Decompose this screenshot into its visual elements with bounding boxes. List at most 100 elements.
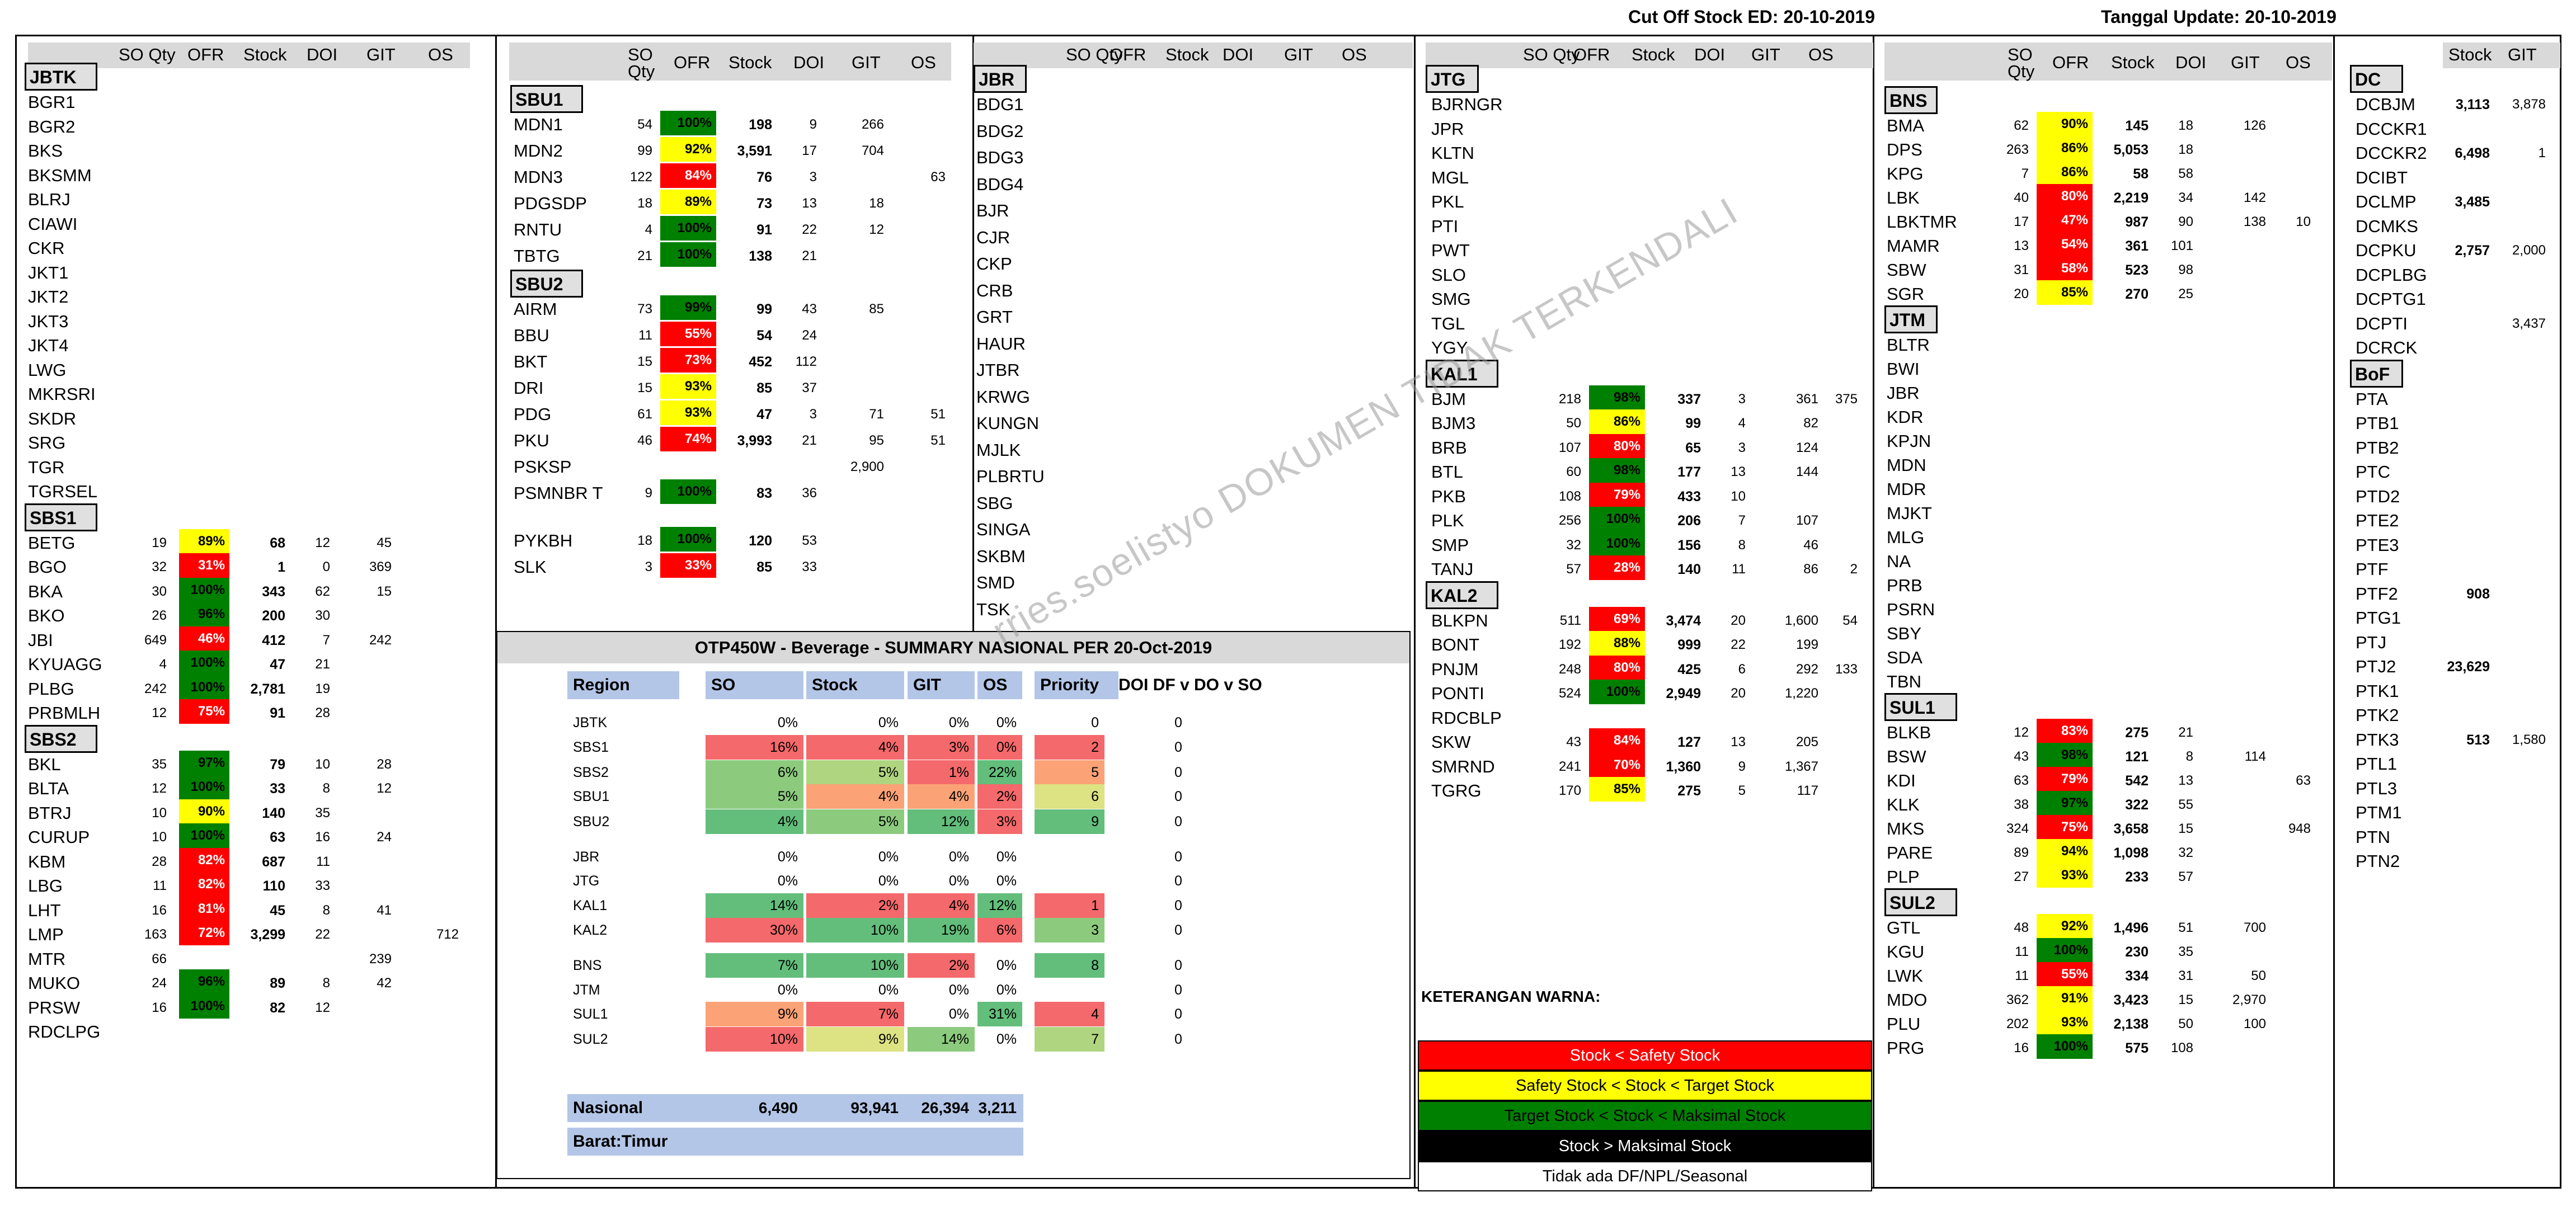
ofr-cell: 58% xyxy=(2037,256,2093,281)
doi-cell: 7 xyxy=(322,632,330,648)
stock-cell: 145 xyxy=(2125,118,2149,134)
so-qty-cell: 89 xyxy=(2014,845,2029,860)
doi-cell: 13 xyxy=(2178,773,2193,788)
summary-region: SBU2 xyxy=(573,814,610,830)
so-qty-cell: 61 xyxy=(637,407,652,422)
so-qty-cell: 32 xyxy=(1566,537,1581,553)
git-cell: 28 xyxy=(377,756,392,772)
summary-os-cell: 0% xyxy=(996,1031,1017,1047)
ofr-cell: 100% xyxy=(660,242,716,267)
summary-region: JTG xyxy=(573,873,600,889)
column-header: SO Qty OFR Stock DOI GIT OS xyxy=(28,43,470,68)
os-header: OS xyxy=(1342,45,1367,64)
ofr-cell: 100% xyxy=(179,577,229,602)
stock-cell: 121 xyxy=(2125,749,2149,765)
so-qty-cell: 35 xyxy=(152,756,167,772)
doi-cell: 11 xyxy=(316,854,330,869)
stock-header: Stock xyxy=(2111,53,2155,72)
ofr-cell: 55% xyxy=(2037,962,2093,987)
branch-name: PDGSDP xyxy=(514,194,587,213)
doi-cell: 5 xyxy=(1738,783,1746,798)
stock-cell: 5,053 xyxy=(2113,142,2149,158)
stock-cell: 206 xyxy=(1677,513,1701,529)
summary-so-cell: 6% xyxy=(706,760,803,785)
branch-name: PLBG xyxy=(28,678,74,699)
summary-git-cell: 3% xyxy=(908,735,975,760)
region-header-kal2: KAL2 xyxy=(1426,581,1498,609)
summary-region: JTM xyxy=(573,982,600,998)
stock-header: Stock xyxy=(1165,45,1209,64)
git-cell: 82 xyxy=(1803,416,1818,431)
summary-doi-cell: 0 xyxy=(1174,739,1182,755)
branch-name: PNJM xyxy=(1431,659,1479,679)
branch-name: KUNGN xyxy=(976,413,1039,433)
region-header-sul1: SUL1 xyxy=(1884,693,1957,721)
stock-cell: 425 xyxy=(1677,661,1701,677)
so-qty-cell: 11 xyxy=(638,328,652,343)
git-cell: 292 xyxy=(1795,661,1818,677)
branch-name: DCPLBG xyxy=(2356,265,2427,285)
doi-cell: 43 xyxy=(802,301,817,317)
git-cell: 18 xyxy=(869,196,884,211)
ofr-cell: 86% xyxy=(2037,136,2093,161)
summary-prio-cell: 6 xyxy=(1035,784,1104,809)
branch-name: BKT xyxy=(514,352,548,371)
ofr-cell: 93% xyxy=(660,400,716,425)
branch-name: PSRN xyxy=(1887,600,1935,619)
summary-prio-cell: 8 xyxy=(1035,953,1104,978)
branch-name: RDCLPG xyxy=(28,1022,101,1042)
git-header: GIT xyxy=(2508,45,2537,64)
so-qty-cell: 32 xyxy=(152,559,167,574)
branch-name: KPJN xyxy=(1887,431,1931,451)
branch-name: SKW xyxy=(1431,732,1471,752)
ofr-cell: 100% xyxy=(2037,938,2093,963)
so-qty-header: SO Qty xyxy=(119,45,176,64)
branch-name: KDI xyxy=(1887,771,1916,790)
so-qty-cell: 21 xyxy=(637,248,652,263)
branch-name: LWK xyxy=(1887,966,1923,986)
branch-name: SMRND xyxy=(1431,756,1495,776)
git-cell: 12 xyxy=(377,781,392,796)
legend-item: Safety Stock < Stock < Target Stock xyxy=(1418,1071,1872,1101)
so-qty-cell: 511 xyxy=(1559,612,1581,628)
stock-cell: 198 xyxy=(749,117,772,133)
divider-5 xyxy=(2333,35,2335,1189)
summary-git-cell: 0% xyxy=(948,1006,969,1022)
branch-name: DCBJM xyxy=(2356,95,2415,114)
so-qty-cell: 73 xyxy=(637,301,652,317)
ofr-cell: 100% xyxy=(1589,680,1645,704)
update-date: Tanggal Update: 20-10-2019 xyxy=(2101,7,2337,27)
summary-os-cell: 2% xyxy=(977,784,1022,809)
nasional-so: 6,490 xyxy=(758,1099,798,1116)
summary-so-cell: 7% xyxy=(706,953,803,978)
stock-cell: 270 xyxy=(2125,286,2149,302)
ofr-cell: 69% xyxy=(1589,606,1645,632)
ofr-cell: 88% xyxy=(1589,631,1645,656)
nasional-label: Nasional xyxy=(573,1099,643,1117)
branch-name: TBN xyxy=(1887,672,1921,691)
doi-cell: 58 xyxy=(2178,166,2193,181)
summary-prio-cell: 1 xyxy=(1035,893,1104,918)
summary-prio-cell xyxy=(1035,978,1104,1002)
ofr-cell: 91% xyxy=(2037,986,2093,1011)
ofr-cell: 89% xyxy=(660,190,716,214)
so-qty-cell: 15 xyxy=(637,354,652,369)
branch-name: PKL xyxy=(1431,192,1464,211)
branch-name: MUKO xyxy=(28,973,80,993)
branch-name: BWI xyxy=(1887,359,1920,379)
branch-name: PSKSP xyxy=(514,457,572,477)
branch-name: KGU xyxy=(1887,942,1925,962)
git-cell: 95 xyxy=(869,433,884,448)
branch-name: CKP xyxy=(976,254,1012,274)
os-header: OS xyxy=(1808,45,1834,64)
summary-prio-cell: 4 xyxy=(1035,1002,1104,1026)
stock-cell: 47 xyxy=(270,657,285,672)
summary-region: SUL2 xyxy=(573,1031,608,1047)
branch-name: PTA xyxy=(2356,389,2388,409)
summary-doi-cell: 0 xyxy=(1174,789,1182,804)
summary-git-cell: 0% xyxy=(948,849,969,865)
branch-name: PTE3 xyxy=(2356,535,2399,555)
ofr-cell: 54% xyxy=(2037,232,2093,257)
stock-cell: 79 xyxy=(270,756,285,772)
os-header: OS xyxy=(2286,53,2311,72)
